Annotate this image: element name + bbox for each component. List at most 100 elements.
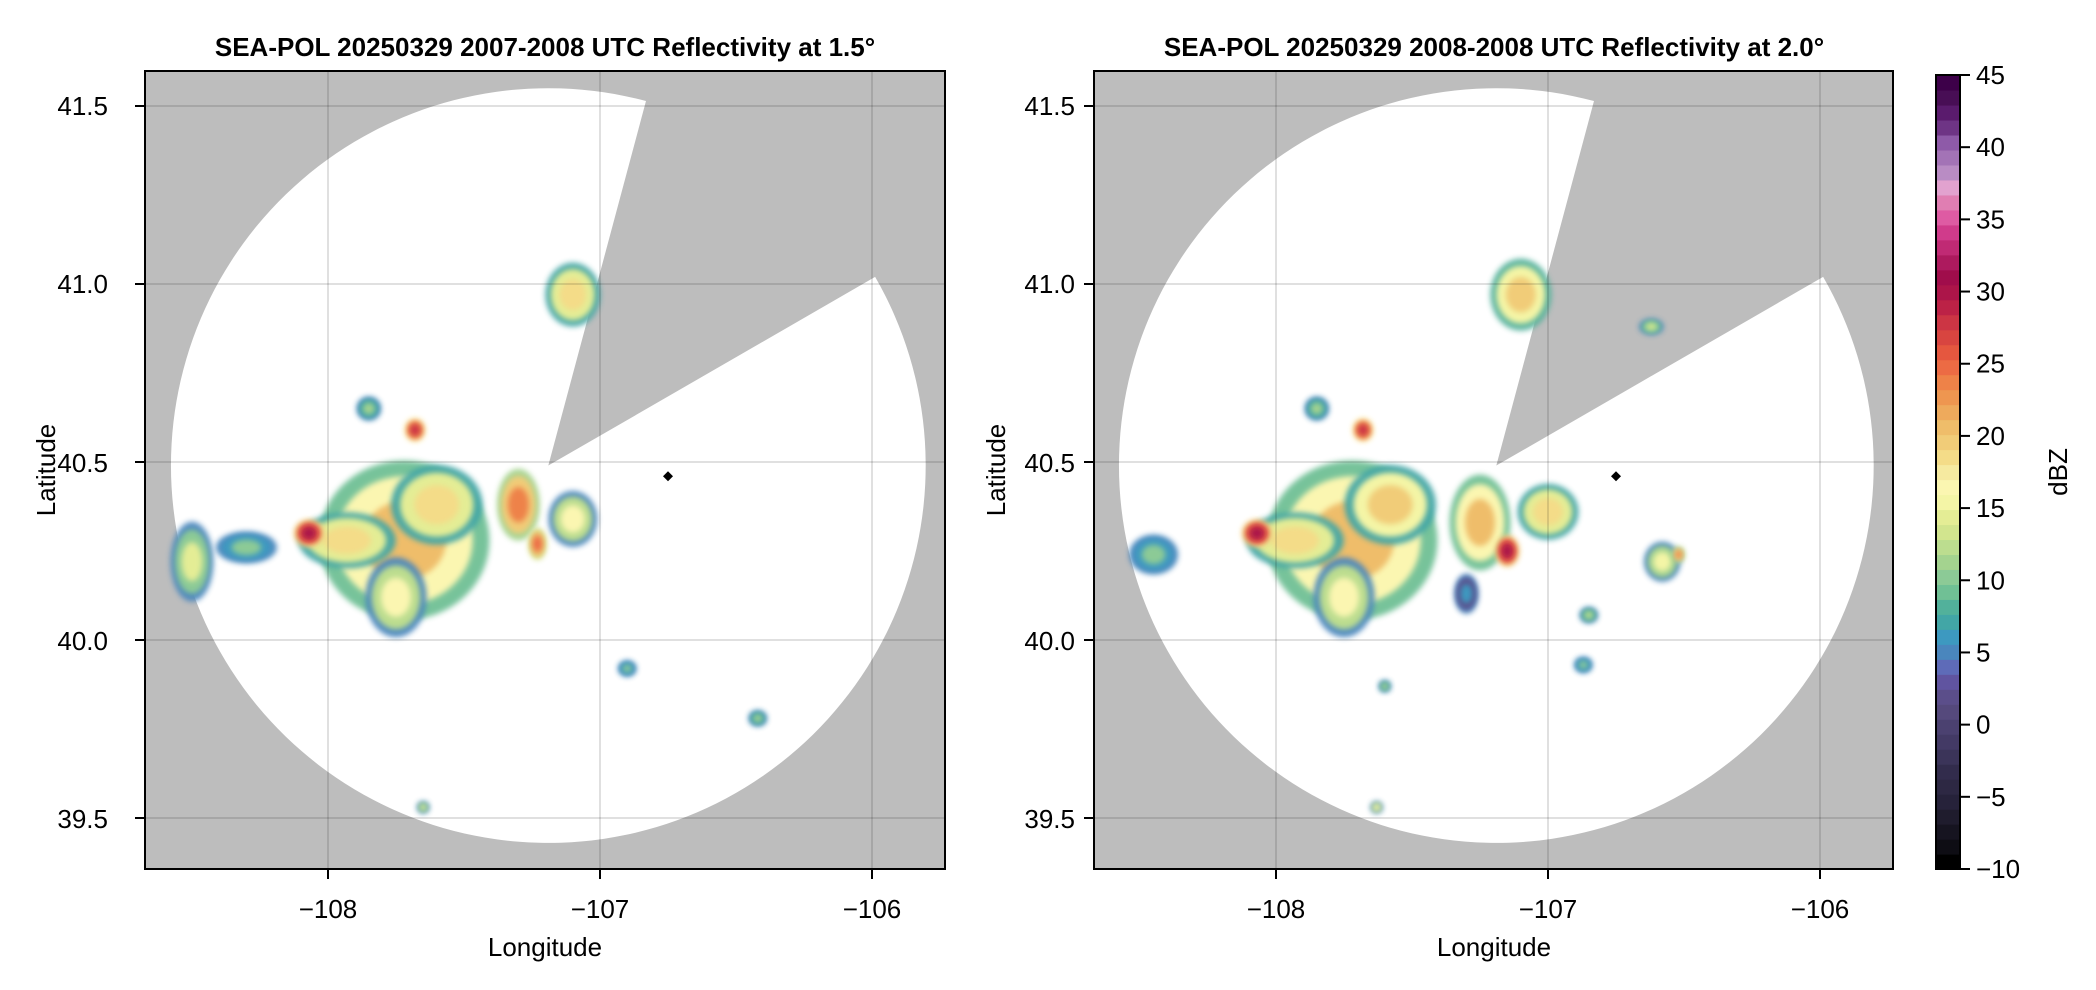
- colorbar-bin: [1936, 809, 1960, 825]
- gridlines: [1094, 71, 1893, 869]
- y-tick-label: 40.0: [57, 626, 108, 656]
- echo-core: [1675, 550, 1682, 559]
- colorbar-tick-label: 35: [1976, 204, 2005, 234]
- colorbar-bin: [1936, 839, 1960, 855]
- y-tick-label: 41.5: [57, 91, 108, 121]
- radar-coverage-area: [1118, 88, 1874, 843]
- colorbar-bin: [1936, 824, 1960, 840]
- colorbar-tick-label: 15: [1976, 493, 2005, 523]
- colorbar-bin: [1936, 89, 1960, 106]
- echo-core: [409, 424, 421, 436]
- colorbar-bin: [1936, 764, 1960, 780]
- panel-right: SEA-POL 20250329 2008-2008 UTC Reflectiv…: [981, 32, 1894, 962]
- colorbar-bin: [1936, 269, 1960, 286]
- echo-core: [1578, 661, 1588, 669]
- colorbar-tick-label: 30: [1976, 277, 2005, 307]
- colorbar-bin: [1936, 569, 1960, 585]
- colorbar-bin: [1936, 374, 1960, 391]
- colorbar-bin: [1936, 554, 1960, 570]
- plot-area: [1084, 70, 1894, 879]
- colorbar-bin: [1936, 539, 1960, 555]
- echo-core: [420, 804, 427, 811]
- colorbar-tick-label: 10: [1976, 565, 2005, 595]
- colorbar-bin: [1936, 854, 1960, 870]
- colorbar-tick-label: 20: [1976, 421, 2005, 451]
- colorbar-bin: [1936, 359, 1960, 376]
- y-ticks: 41.5 41.0 40.5 40.0 39.5: [57, 91, 108, 834]
- colorbar-bin: [1936, 314, 1960, 331]
- y-tick-label: 41.0: [57, 269, 108, 299]
- colorbar-bin: [1936, 179, 1960, 196]
- echo-core: [381, 577, 411, 617]
- colorbar-bin: [1936, 509, 1960, 526]
- colorbar-bin: [1936, 194, 1960, 211]
- colorbar-tick-label: 45: [1976, 60, 2005, 90]
- echo-core: [362, 402, 375, 415]
- colorbar-bin: [1936, 419, 1960, 436]
- y-tick-label: 40.0: [1024, 626, 1075, 656]
- site-marker-diamond: [663, 471, 673, 482]
- x-tick-label: −107: [571, 894, 630, 924]
- x-tick-label: −106: [1791, 894, 1850, 924]
- y-axis-label: Latitude: [31, 424, 61, 517]
- colorbar-tick-label: 0: [1976, 710, 1990, 740]
- colorbar-bin: [1936, 449, 1960, 466]
- echo-core: [1357, 424, 1369, 436]
- y-tick-label: 41.5: [1024, 91, 1075, 121]
- colorbar-bin: [1936, 524, 1960, 541]
- echo-core: [301, 526, 317, 541]
- echo-core: [753, 714, 763, 723]
- colorbar-bin: [1936, 389, 1960, 406]
- y-ticks: 41.5 41.0 40.5 40.0 39.5: [1024, 91, 1075, 834]
- site-marker-diamond: [1611, 471, 1621, 482]
- colorbar: 45 40 35 30 25 20 15 10 5 0 −5 −10 dBZ: [1935, 60, 2073, 884]
- colorbar-bin: [1936, 629, 1960, 645]
- colorbar-bin: [1936, 674, 1960, 690]
- colorbar-bin: [1936, 149, 1960, 166]
- colorbar-tick-label: 25: [1976, 349, 2005, 379]
- y-axis-label: Latitude: [981, 424, 1011, 517]
- panel-title: SEA-POL 20250329 2007-2008 UTC Reflectiv…: [215, 32, 875, 62]
- plot-content: [1094, 71, 1893, 869]
- colorbar-bin: [1936, 659, 1960, 675]
- echo-core: [622, 664, 632, 673]
- x-ticks: −108 −107 −106: [1247, 894, 1850, 924]
- y-tick-label: 40.5: [1024, 448, 1075, 478]
- colorbar-label: dBZ: [2043, 448, 2073, 496]
- colorbar-bin: [1936, 719, 1960, 735]
- colorbar-bin: [1936, 494, 1960, 511]
- echo-core: [1501, 543, 1514, 559]
- echo-core: [1533, 498, 1563, 526]
- colorbar-tick-label: 40: [1976, 132, 2005, 162]
- colorbar-bin: [1936, 734, 1960, 750]
- colorbar-tick-label: −5: [1976, 782, 2006, 812]
- echo-core: [1460, 583, 1473, 604]
- colorbar-bin: [1936, 614, 1960, 630]
- x-tick-label: −108: [1247, 894, 1306, 924]
- echo-core: [1645, 322, 1658, 331]
- radar-coverage-area: [170, 88, 926, 843]
- echo-core: [1584, 611, 1594, 619]
- echo-core: [1653, 551, 1672, 572]
- colorbar-ticks: 45 40 35 30 25 20 15 10 5 0 −5 −10: [1960, 60, 2020, 884]
- y-tick-label: 39.5: [57, 804, 108, 834]
- colorbar-bin: [1936, 254, 1960, 271]
- reflectivity-echoes: [170, 262, 767, 814]
- colorbar-bin: [1936, 749, 1960, 765]
- panel-left: SEA-POL 20250329 2007-2008 UTC Reflectiv…: [31, 32, 946, 962]
- colorbar-bin: [1936, 794, 1960, 810]
- echo-core: [560, 505, 585, 533]
- echo-core: [507, 487, 529, 523]
- plot-frame: [144, 70, 946, 870]
- y-tick-label: 39.5: [1024, 804, 1075, 834]
- colorbar-tick-label: 5: [1976, 637, 1990, 667]
- x-ticks: −108 −107 −106: [299, 894, 902, 924]
- colorbar-bin: [1936, 224, 1960, 241]
- echo-core: [1381, 683, 1388, 690]
- colorbar-bin: [1936, 164, 1960, 181]
- echo-core: [1329, 577, 1359, 617]
- panel-title: SEA-POL 20250329 2008-2008 UTC Reflectiv…: [1164, 32, 1824, 62]
- echo-core: [532, 536, 542, 552]
- gridlines: [145, 71, 945, 869]
